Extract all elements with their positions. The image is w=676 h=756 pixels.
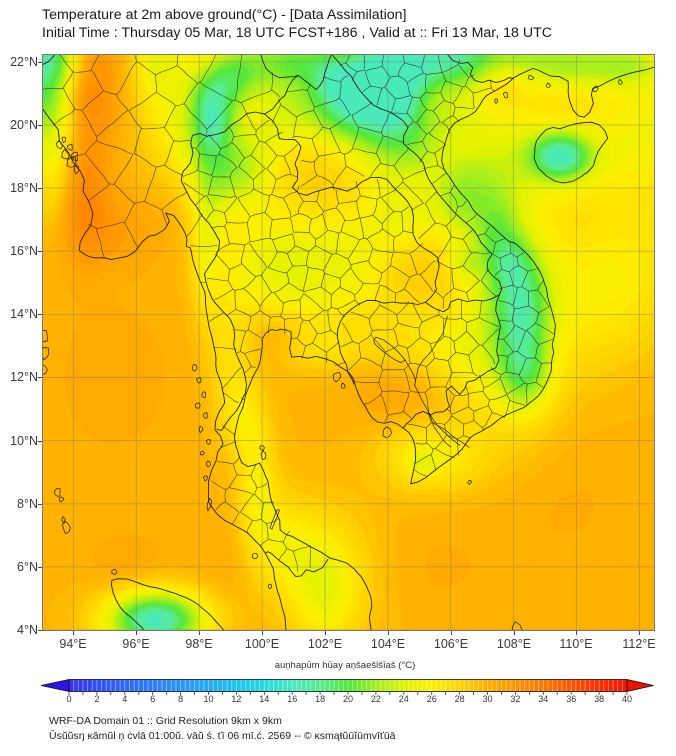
svg-text:14: 14 [259, 694, 269, 704]
svg-text:12: 12 [231, 694, 241, 704]
svg-text:4: 4 [122, 694, 127, 704]
svg-text:36: 36 [566, 694, 576, 704]
svg-text:0: 0 [66, 694, 71, 704]
svg-text:30: 30 [482, 694, 492, 704]
svg-text:32: 32 [510, 694, 520, 704]
svg-text:34: 34 [538, 694, 548, 704]
svg-text:38: 38 [594, 694, 604, 704]
svg-text:8: 8 [178, 694, 183, 704]
svg-text:20: 20 [343, 694, 353, 704]
svg-text:18: 18 [315, 694, 325, 704]
svg-text:28: 28 [455, 694, 465, 704]
svg-text:6: 6 [150, 694, 155, 704]
svg-text:16: 16 [287, 694, 297, 704]
svg-text:2: 2 [94, 694, 99, 704]
svg-text:40: 40 [622, 694, 632, 704]
svg-text:26: 26 [427, 694, 437, 704]
svg-text:10: 10 [203, 694, 213, 704]
svg-text:24: 24 [399, 694, 409, 704]
svg-text:auņhapūm hūay aņšaešlšīaš (: auņhapūm hūay aņšaešlšīaš (°C) [275, 660, 416, 671]
svg-text:22: 22 [371, 694, 381, 704]
